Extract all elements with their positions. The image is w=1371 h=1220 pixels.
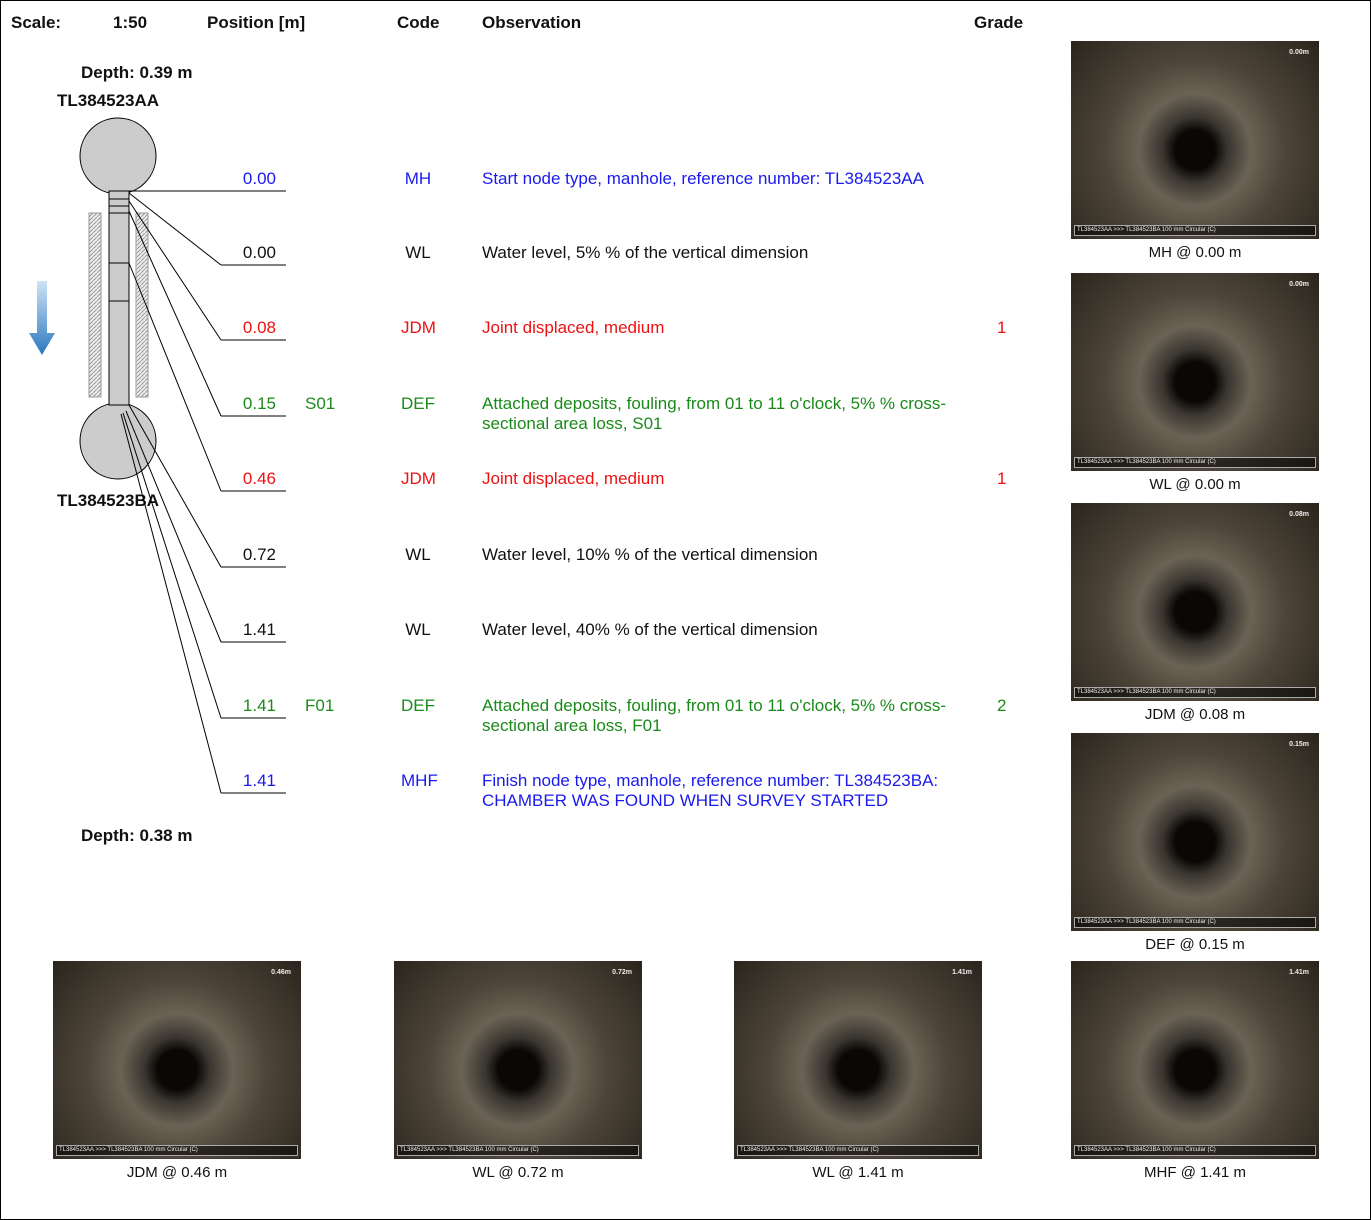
survey-photo: 0.00m TL384523AA >>> TL384523BA 100 mm Ci…: [1071, 41, 1319, 239]
observation: Finish node type, manhole, reference num…: [482, 771, 939, 810]
position: 0.00: [242, 243, 276, 262]
observation: Attached deposits, fouling, from 01 to 1…: [482, 696, 947, 735]
flow-arrow: [29, 281, 55, 355]
position-header: Position [m]: [207, 13, 306, 32]
leader-line: [125, 410, 222, 643]
code: WL: [405, 243, 431, 262]
photo-footer: TL384523AA >>> TL384523BA 100 mm Circula…: [1074, 1145, 1316, 1156]
photo-caption: WL @ 1.41 m: [812, 1164, 904, 1181]
photo-position: 0.00m: [1289, 49, 1309, 56]
photo-caption: DEF @ 0.15 m: [1145, 936, 1245, 953]
finish-manhole: [79, 402, 157, 480]
photo-caption: WL @ 0.00 m: [1149, 476, 1241, 493]
leader-line: [128, 262, 222, 492]
survey-photo: 0.72m TL384523AA >>> TL384523BA 100 mm Ci…: [394, 961, 642, 1159]
photo-position: 0.00m: [1289, 281, 1309, 288]
code-header: Code: [397, 13, 440, 32]
grade-header: Grade: [974, 13, 1024, 32]
photo-caption: MHF @ 1.41 m: [1144, 1164, 1246, 1181]
photo-position: 1.41m: [952, 969, 972, 976]
photo-footer: TL384523AA >>> TL384523BA 100 mm Circula…: [1074, 225, 1316, 236]
code: DEF: [401, 696, 435, 715]
scale: 1:50: [113, 13, 148, 32]
start-depth: Depth: 0.39 m: [81, 63, 193, 82]
observation: Joint displaced, medium: [482, 469, 665, 488]
survey-photo: 1.41m TL384523AA >>> TL384523BA 100 mm Ci…: [1071, 961, 1319, 1159]
finish-node: TL384523BA: [57, 491, 160, 510]
pipe-joints: [109, 198, 129, 302]
position: 0.08: [242, 318, 276, 337]
photo-footer: TL384523AA >>> TL384523BA 100 mm Circula…: [397, 1145, 639, 1156]
photo-footer: TL384523AA >>> TL384523BA 100 mm Circula…: [1074, 687, 1316, 698]
pipe: [108, 190, 130, 406]
survey-photo: 1.41m TL384523AA >>> TL384523BA 100 mm Ci…: [734, 961, 982, 1159]
leader-line: [128, 404, 222, 568]
grade: 1: [997, 469, 1007, 488]
photo-footer: TL384523AA >>> TL384523BA 100 mm Circula…: [737, 1145, 979, 1156]
start-manhole: [79, 117, 157, 195]
photo-footer: TL384523AA >>> TL384523BA 100 mm Circula…: [56, 1145, 298, 1156]
code: DEF: [401, 394, 435, 413]
remark: S01: [305, 394, 336, 413]
position: 1.41: [242, 771, 276, 790]
position: 0.15: [242, 394, 276, 413]
leader-line: [122, 412, 222, 719]
observation: Attached deposits, fouling, from 01 to 1…: [482, 394, 947, 433]
leader-line: [128, 210, 222, 417]
start-node: TL384523AA: [57, 91, 160, 110]
photo-caption: JDM @ 0.08 m: [1144, 706, 1246, 723]
code: WL: [405, 620, 431, 639]
photo-footer: TL384523AA >>> TL384523BA 100 mm Circula…: [1074, 457, 1316, 468]
grade: 2: [997, 696, 1007, 715]
photo-position: 1.41m: [1289, 969, 1309, 976]
photo-footer: TL384523AA >>> TL384523BA 100 mm Circula…: [1074, 917, 1316, 928]
photo-position: 0.08m: [1289, 511, 1309, 518]
survey-photo: 0.08m TL384523AA >>> TL384523BA 100 mm Ci…: [1071, 503, 1319, 701]
photo-caption: MH @ 0.00 m: [1148, 244, 1242, 261]
surround: [135, 212, 149, 398]
code: JDM: [401, 469, 436, 488]
photo-position: 0.72m: [612, 969, 632, 976]
position: 1.41: [242, 620, 276, 639]
observation: Start node type, manhole, reference numb…: [482, 169, 924, 188]
code: MHF: [401, 771, 438, 790]
position: 0.46: [242, 469, 276, 488]
grade: 1: [997, 318, 1007, 337]
leader-line: [128, 200, 222, 341]
finish-depth: Depth: 0.38 m: [81, 826, 193, 845]
position: 0.00: [242, 169, 276, 188]
observation: Joint displaced, medium: [482, 318, 665, 337]
observation: Water level, 40% % of the vertical dimen…: [482, 620, 818, 639]
code: JDM: [401, 318, 436, 337]
survey-photo: 0.15m TL384523AA >>> TL384523BA 100 mm Ci…: [1071, 733, 1319, 931]
survey-photo: 0.46m TL384523AA >>> TL384523BA 100 mm Ci…: [53, 961, 301, 1159]
leader-line: [128, 192, 222, 266]
code: MH: [404, 169, 432, 188]
photo-caption: JDM @ 0.46 m: [126, 1164, 228, 1181]
scale-label: Scale:: [11, 13, 62, 32]
observation: Water level, 10% % of the vertical dimen…: [482, 545, 818, 564]
observation: Water level, 5% % of the vertical dimens…: [482, 243, 809, 262]
remark: F01: [305, 696, 335, 715]
surround: [88, 212, 102, 398]
leader-line: [120, 413, 222, 794]
position: 1.41: [242, 696, 276, 715]
photo-position: 0.46m: [271, 969, 291, 976]
survey-photo: 0.00m TL384523AA >>> TL384523BA 100 mm Ci…: [1071, 273, 1319, 471]
code: WL: [405, 545, 431, 564]
observation-header: Observation: [482, 13, 582, 32]
photo-caption: WL @ 0.72 m: [472, 1164, 564, 1181]
photo-position: 0.15m: [1289, 741, 1309, 748]
position: 0.72: [242, 545, 276, 564]
